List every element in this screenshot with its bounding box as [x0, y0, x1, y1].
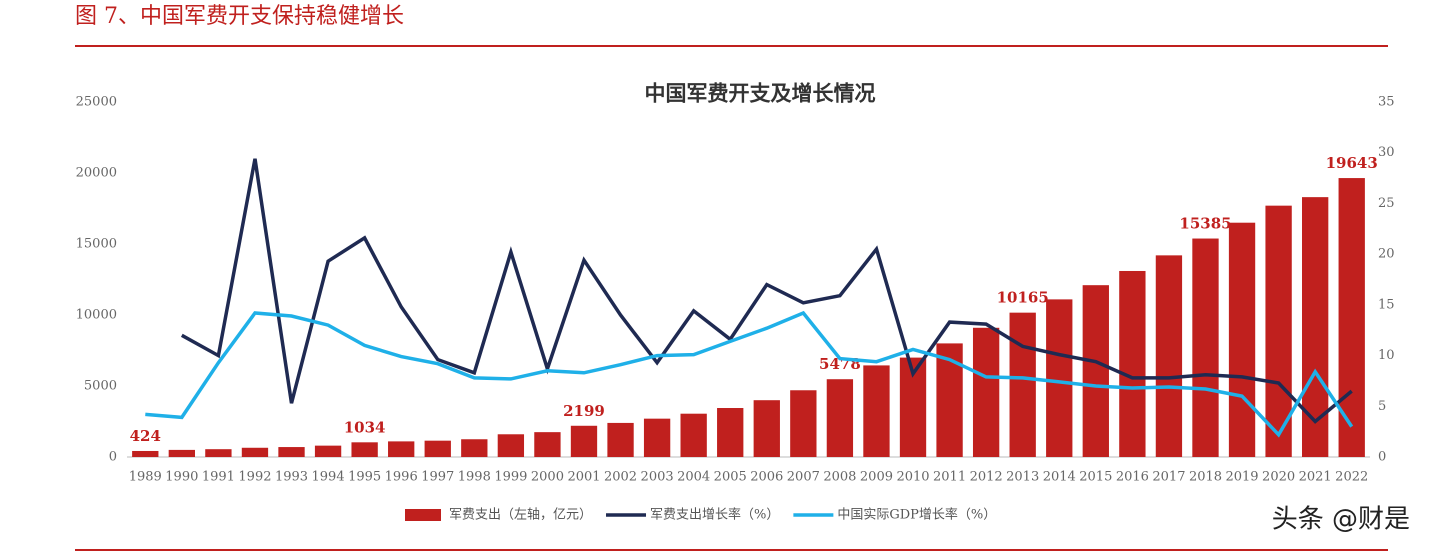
value-label: 15385	[1179, 215, 1231, 233]
y-tick-label: 5000	[84, 379, 117, 394]
x-tick-label: 1994	[312, 470, 345, 485]
x-tick-label: 2018	[1189, 470, 1222, 485]
bar	[570, 425, 598, 457]
x-tick-label: 2016	[1116, 470, 1149, 485]
y2-tick-label: 35	[1378, 95, 1395, 110]
y2-tick-label: 25	[1378, 196, 1395, 211]
value-label: 1034	[344, 418, 386, 436]
legend-label: 军费支出（左轴，亿元）	[449, 508, 592, 523]
x-tick-label: 2001	[567, 470, 600, 485]
y2-tick-label: 15	[1378, 297, 1395, 312]
x-tick-label: 2003	[641, 470, 674, 485]
bar	[972, 327, 1000, 457]
bar	[351, 442, 378, 457]
x-tick-label: 2020	[1262, 470, 1295, 485]
bar	[790, 390, 817, 457]
x-tick-label: 2022	[1335, 470, 1368, 485]
x-tick-label: 2000	[531, 470, 564, 485]
bar	[497, 434, 525, 457]
line	[180, 158, 1353, 424]
x-tick-label: 1997	[421, 470, 454, 485]
x-tick-label: 1995	[348, 470, 381, 485]
x-tick-label: 2004	[677, 470, 710, 485]
figure-title: 图 7、中国军费开支保持稳健增长	[75, 4, 404, 29]
bar	[314, 445, 342, 457]
bar	[753, 400, 780, 457]
y-tick-label: 20000	[76, 166, 117, 181]
bar	[1155, 255, 1183, 457]
x-tick-label: 2006	[750, 470, 783, 485]
x-tick-label: 2019	[1225, 470, 1258, 485]
x-tick-label: 1999	[494, 470, 527, 485]
x-tick-label: 2017	[1152, 470, 1185, 485]
y2-tick-label: 10	[1378, 348, 1395, 363]
bar	[717, 408, 744, 457]
y-tick-label: 25000	[76, 95, 117, 110]
x-tick-label: 1998	[458, 470, 491, 485]
bar	[1119, 270, 1146, 457]
value-label: 19643	[1326, 154, 1378, 172]
value-label: 2199	[563, 402, 605, 420]
bar	[680, 413, 707, 457]
legend-label: 军费支出增长率（%）	[650, 507, 779, 523]
bar	[1082, 285, 1109, 457]
x-tick-label: 1996	[385, 470, 418, 485]
x-tick-label: 2008	[823, 470, 856, 485]
bar	[607, 422, 634, 457]
x-tick-label: 2005	[714, 470, 747, 485]
bar	[168, 449, 195, 457]
y2-tick-label: 30	[1378, 145, 1395, 160]
legend-label: 中国实际GDP增长率（%）	[837, 507, 996, 523]
y-tick-label: 10000	[76, 308, 117, 323]
bar	[388, 441, 415, 457]
x-tick-label: 2011	[933, 470, 966, 485]
x-tick-label: 2002	[604, 470, 637, 485]
x-tick-label: 2015	[1079, 470, 1112, 485]
bar	[278, 447, 305, 457]
bar	[132, 450, 159, 457]
bar	[1192, 238, 1219, 457]
x-tick-label: 2012	[970, 470, 1003, 485]
bar	[863, 365, 890, 457]
x-tick-label: 1989	[129, 470, 162, 485]
watermark: 头条 @财是	[1272, 505, 1410, 535]
x-tick-label: 2007	[787, 470, 820, 485]
bar	[534, 432, 561, 457]
chart-title: 中国军费开支及增长情况	[645, 81, 876, 106]
x-tick-label: 2021	[1299, 470, 1332, 485]
value-label: 424	[130, 427, 161, 445]
x-tick-label: 2014	[1043, 470, 1076, 485]
value-label: 10165	[997, 289, 1049, 307]
bar	[826, 379, 854, 457]
line	[145, 310, 1354, 438]
y2-tick-label: 5	[1378, 399, 1386, 414]
x-tick-label: 1990	[165, 470, 198, 485]
bar	[1009, 312, 1036, 457]
bar	[643, 418, 671, 457]
x-tick-label: 1991	[202, 470, 235, 485]
bar	[424, 440, 451, 457]
y2-tick-label: 20	[1378, 247, 1395, 262]
y-tick-label: 0	[109, 450, 117, 465]
bar	[1302, 197, 1329, 457]
bar	[1228, 222, 1256, 457]
bar	[241, 447, 269, 457]
x-tick-label: 2013	[1006, 470, 1039, 485]
x-tick-label: 1992	[238, 470, 271, 485]
bar	[1046, 299, 1073, 457]
x-tick-label: 1993	[275, 470, 308, 485]
bar	[205, 449, 232, 457]
y-tick-label: 15000	[76, 237, 117, 252]
bar	[461, 439, 488, 457]
legend-swatch	[405, 509, 441, 521]
x-tick-label: 2009	[860, 470, 893, 485]
bar	[1265, 205, 1292, 457]
x-tick-label: 2010	[896, 470, 929, 485]
y2-tick-label: 0	[1378, 450, 1386, 465]
